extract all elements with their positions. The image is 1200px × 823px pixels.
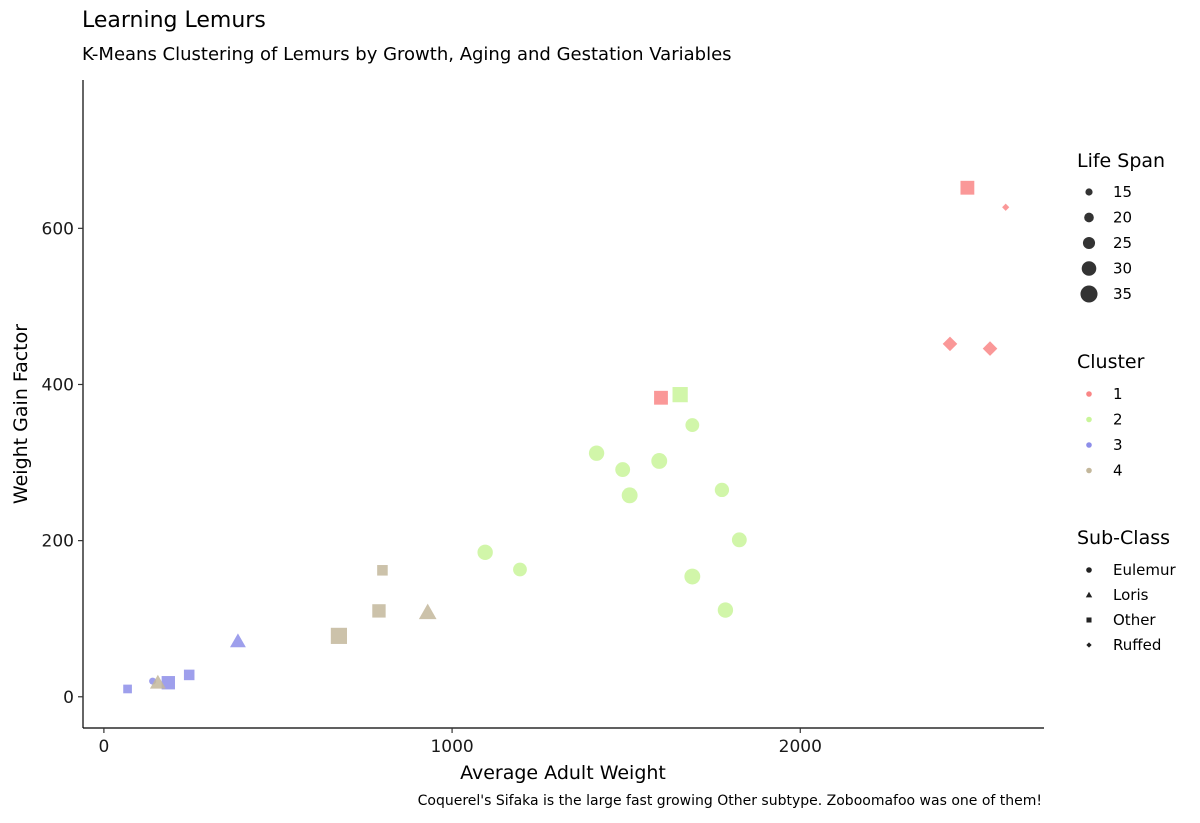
- legend-cluster-label: 3: [1113, 436, 1123, 454]
- legend-size-key: [1081, 261, 1097, 276]
- axes: [82, 80, 1044, 729]
- legend-size-key: [1084, 212, 1094, 223]
- legend-sub-class-label: Other: [1113, 611, 1156, 629]
- legend-color-key: [1086, 416, 1092, 423]
- legend-color-key: [1086, 442, 1092, 448]
- data-point-cluster-2: [615, 462, 631, 478]
- legend-shape-key: [1085, 591, 1093, 598]
- legend-life-span-title: Life Span: [1077, 150, 1165, 172]
- data-point-cluster-1: [942, 336, 958, 352]
- x-tick-label: 2000: [779, 737, 822, 757]
- y-axis-title: Weight Gain Factor: [10, 324, 32, 504]
- legend-life-span: Life Span 15 20 25 30 35: [1077, 150, 1165, 303]
- legend-size-key: [1085, 188, 1093, 196]
- legend-size-key: [1082, 236, 1096, 250]
- x-tick-label: 0: [98, 737, 109, 757]
- chart-caption: Coquerel's Sifaka is the large fast grow…: [417, 793, 1042, 809]
- legend-cluster-label: 2: [1113, 411, 1123, 429]
- data-point-cluster-2: [513, 562, 527, 577]
- legend-shape-key: [1086, 567, 1092, 573]
- data-point-cluster-4: [418, 603, 437, 620]
- legend-sub-class-title: Sub-Class: [1077, 527, 1170, 549]
- legend-life-span-label: 25: [1113, 234, 1132, 252]
- data-point-cluster-1: [1002, 203, 1010, 211]
- legend-color-key: [1086, 391, 1092, 397]
- data-point-cluster-2: [685, 418, 700, 432]
- legend-sub-class-label: Eulemur: [1113, 561, 1176, 579]
- data-point-cluster-4: [377, 565, 388, 576]
- data-point-cluster-3: [230, 633, 246, 648]
- data-point-cluster-1: [654, 390, 668, 405]
- legend-size-key: [1080, 285, 1098, 303]
- legend-shape-key: [1086, 642, 1092, 648]
- data-point-cluster-3: [183, 669, 195, 681]
- x-ticks: 0 1000 2000: [98, 728, 822, 757]
- data-points: [123, 180, 1010, 694]
- y-tick-label: 200: [42, 532, 74, 552]
- data-point-cluster-2: [621, 487, 638, 504]
- legend-sub-class-label: Loris: [1113, 586, 1149, 604]
- legend-cluster-label: 1: [1113, 385, 1123, 403]
- legend-sub-class-label: Ruffed: [1113, 636, 1161, 654]
- legend-cluster-label: 4: [1113, 462, 1123, 480]
- legend-color-key: [1086, 467, 1092, 474]
- legend-sub-class: Sub-Class Eulemur Loris Other Ruffed: [1077, 527, 1176, 654]
- chart-title: Learning Lemurs: [82, 8, 266, 33]
- data-point-cluster-2: [477, 544, 493, 561]
- data-point-cluster-2: [717, 602, 734, 618]
- legend-life-span-label: 35: [1113, 285, 1132, 303]
- data-point-cluster-1: [960, 180, 975, 195]
- x-tick-label: 1000: [430, 737, 473, 757]
- legend-life-span-label: 30: [1113, 260, 1132, 278]
- data-point-cluster-2: [651, 453, 668, 469]
- y-tick-label: 0: [63, 688, 74, 708]
- data-point-cluster-3: [161, 676, 175, 690]
- data-point-cluster-4: [372, 604, 386, 618]
- x-axis-title: Average Adult Weight: [460, 762, 666, 784]
- y-tick-label: 600: [42, 219, 74, 239]
- data-point-cluster-2: [714, 482, 730, 498]
- data-point-cluster-2: [684, 568, 701, 585]
- data-point-cluster-2: [731, 532, 747, 548]
- legend-cluster-title: Cluster: [1077, 351, 1145, 373]
- data-point-cluster-1: [982, 341, 998, 356]
- y-tick-label: 400: [42, 375, 74, 395]
- data-point-cluster-2: [588, 445, 605, 461]
- data-point-cluster-2: [672, 387, 688, 403]
- chart-subtitle: K-Means Clustering of Lemurs by Growth, …: [82, 44, 732, 65]
- data-point-cluster-4: [149, 674, 166, 689]
- data-point-cluster-4: [330, 627, 348, 644]
- legend-cluster: Cluster 1 2 3 4: [1077, 351, 1145, 480]
- legend-shape-key: [1086, 617, 1092, 623]
- y-ticks: 0 200 400 600: [42, 219, 83, 708]
- legend-life-span-label: 15: [1113, 183, 1132, 201]
- legend-life-span-label: 20: [1113, 209, 1132, 227]
- data-point-cluster-3: [123, 684, 132, 694]
